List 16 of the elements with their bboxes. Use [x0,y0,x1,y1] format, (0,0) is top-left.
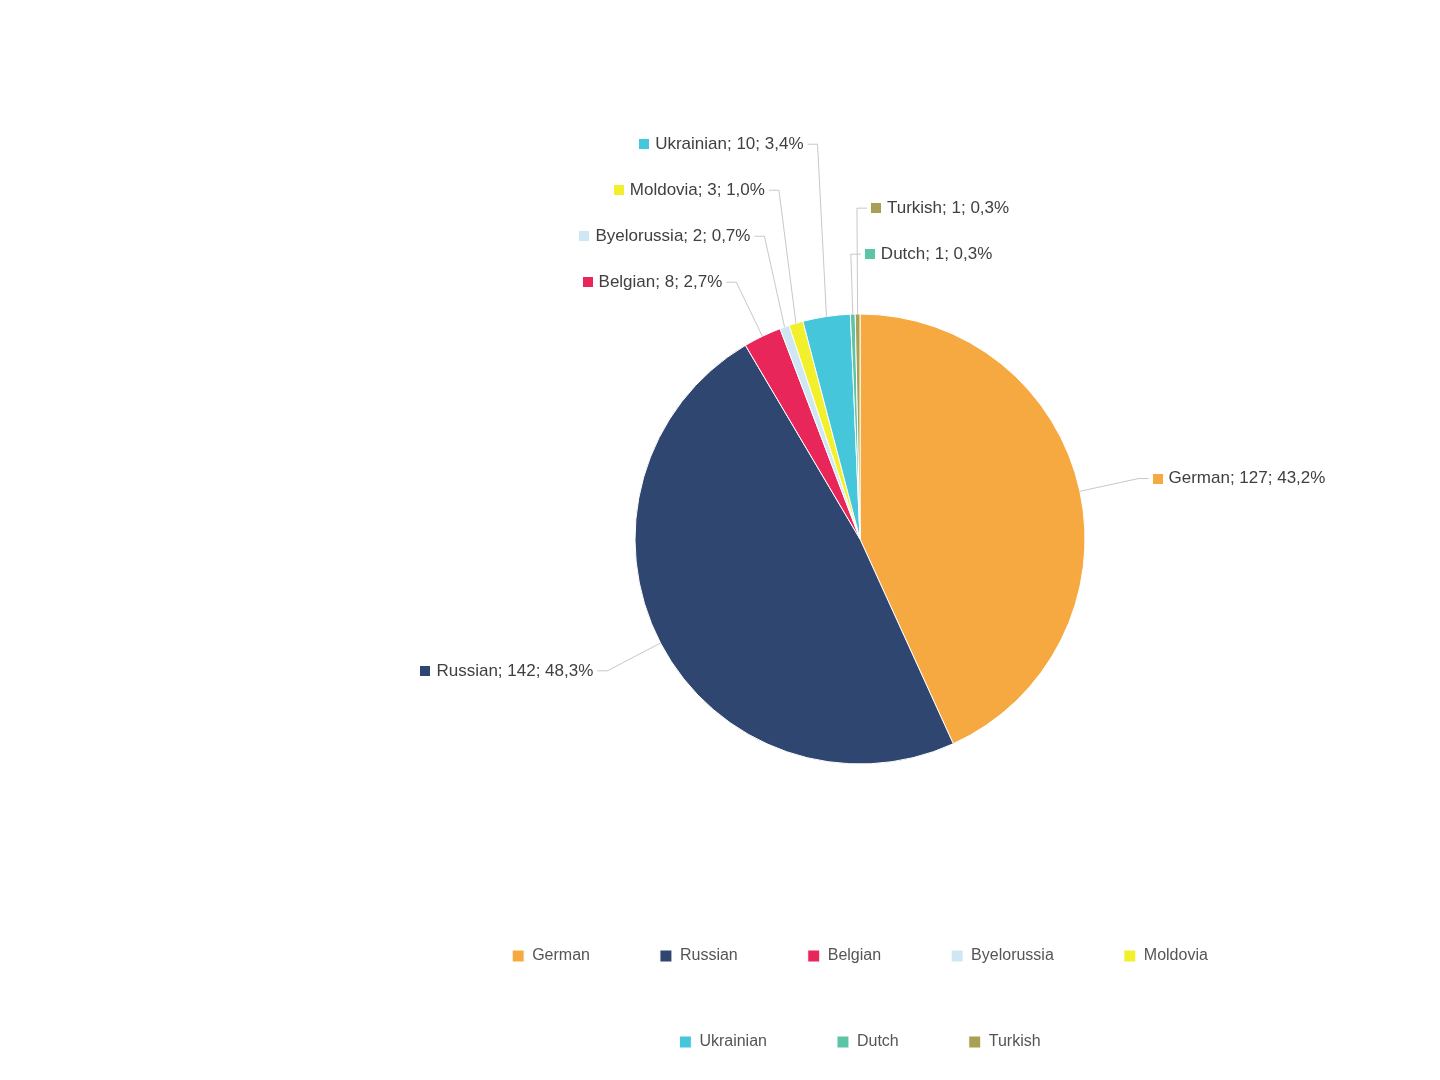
data-label: Turkish; 1; 0,3% [886,197,1010,217]
legend-label: Moldovia [1143,946,1208,964]
legend-label: Belgian [827,946,882,964]
legend-label: Turkish [988,1032,1041,1050]
legend-label: Dutch [856,1032,899,1050]
data-label: German; 127; 43,2% [1168,468,1326,488]
data-label: Russian; 142; 48,3% [436,660,594,680]
data-label: Moldovia; 3; 1,0% [629,179,765,199]
data-label: Ukrainian; 10; 3,4% [655,133,804,153]
data-label: Belgian; 8; 2,7% [598,271,723,291]
legend-label: German [532,946,590,964]
data-label: Byelorussia; 2; 0,7% [595,225,751,245]
legend-label: Byelorussia [971,946,1054,964]
data-label: Dutch; 1; 0,3% [880,243,993,263]
legend-label: Ukrainian [699,1032,767,1050]
legend-label: Russian [679,946,738,964]
